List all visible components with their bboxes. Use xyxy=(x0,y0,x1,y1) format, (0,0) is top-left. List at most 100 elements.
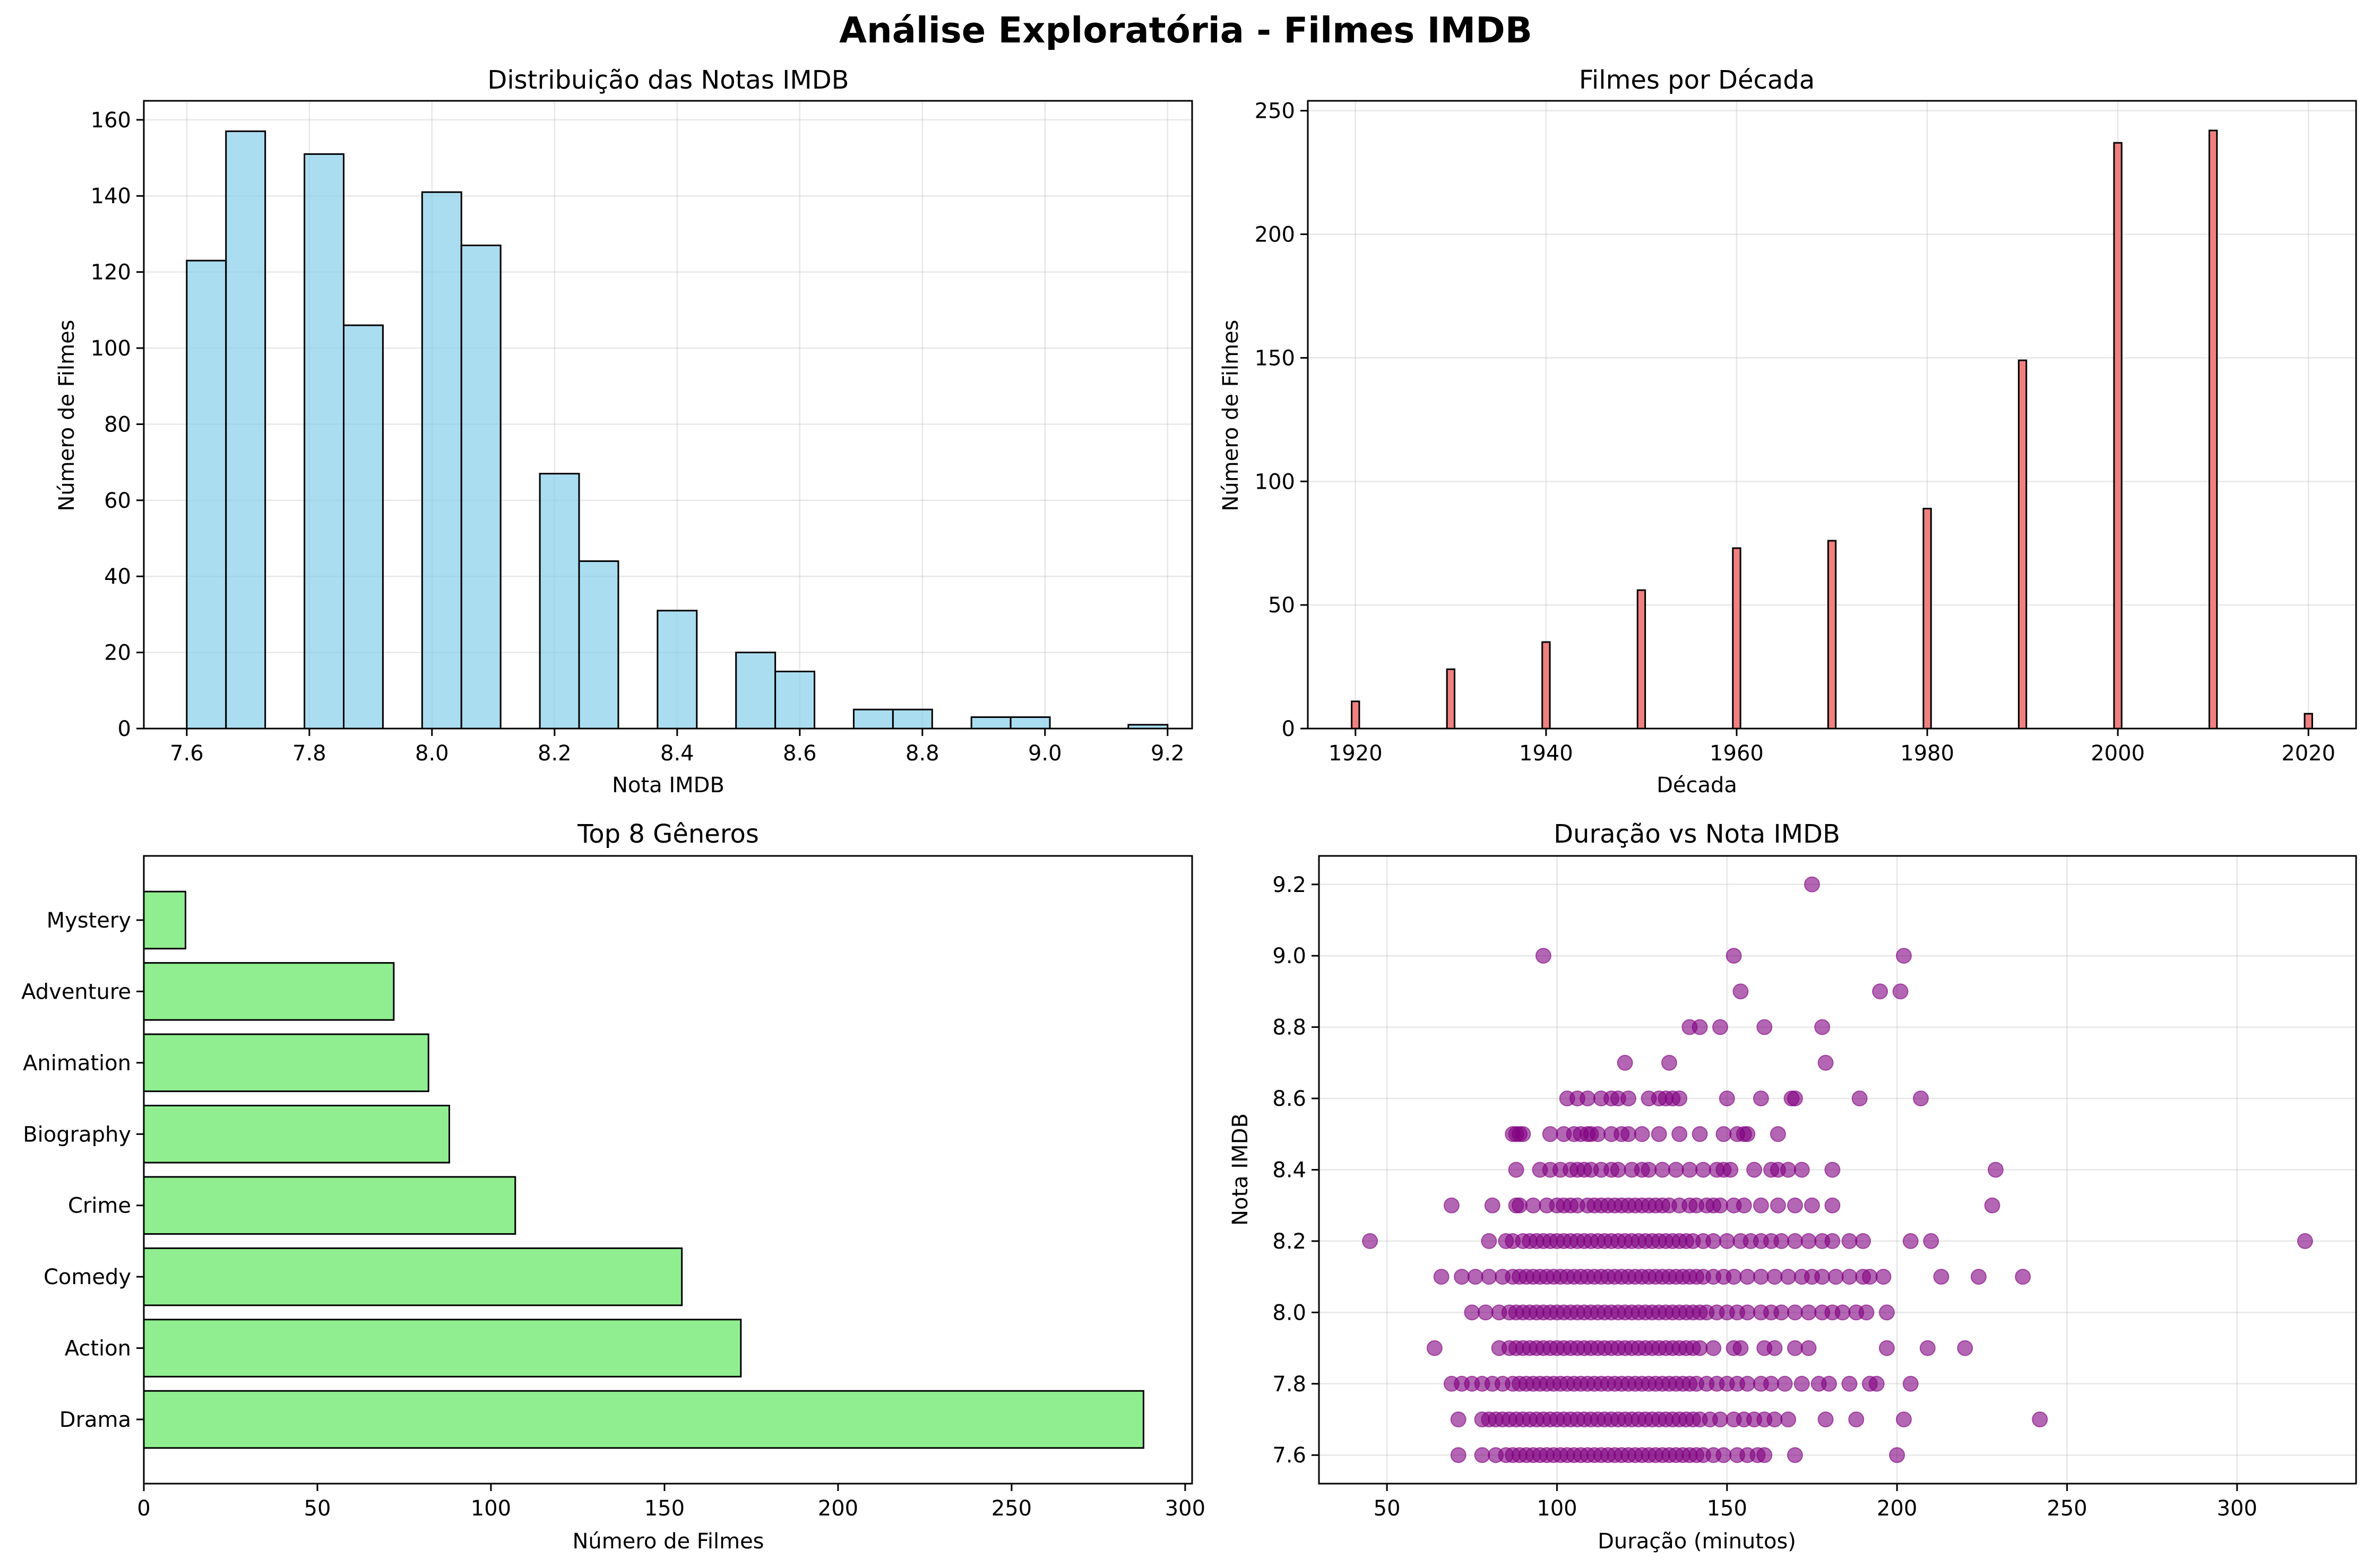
scatter-y-tick-label: 8.4 xyxy=(1272,1158,1306,1183)
scatter-x-tick-label: 300 xyxy=(2217,1496,2257,1521)
genre-x-tick-label: 0 xyxy=(137,1496,150,1521)
decade-bar xyxy=(2017,359,2028,730)
scatter-point xyxy=(1814,1269,1831,1285)
hist-x-tick-label: 8.8 xyxy=(905,741,939,766)
scatter-point xyxy=(1787,1447,1803,1463)
scatter-point xyxy=(1739,1375,1756,1392)
histogram-bar xyxy=(852,708,894,730)
scatter-point xyxy=(1756,1019,1773,1035)
hist-x-tick-label: 8.6 xyxy=(783,741,817,766)
scatter-point xyxy=(1895,1411,1912,1428)
scatter-point xyxy=(1902,1375,1919,1392)
genre-y-tick-label: Animation xyxy=(23,1051,131,1076)
histogram-bar xyxy=(539,473,580,730)
hist-axes-frame xyxy=(143,100,1193,730)
histogram-bar xyxy=(970,716,1012,730)
histogram-bar xyxy=(735,652,777,730)
histogram-bar xyxy=(774,670,816,730)
scatter-y-tick-label: 7.8 xyxy=(1272,1372,1306,1397)
hist-y-tick-label: 80 xyxy=(104,412,131,437)
scatter-x-tick-label: 100 xyxy=(1537,1496,1577,1521)
scatter-point xyxy=(1787,1304,1803,1321)
decades-bar-chart: Filmes por Década Década Número de Filme… xyxy=(1219,65,2357,798)
scatter-point xyxy=(1753,1269,1769,1285)
scatter-point xyxy=(1987,1162,2004,1178)
genres-title: Top 8 Gêneros xyxy=(577,819,759,849)
genre-bar xyxy=(143,1176,516,1235)
scatter-point xyxy=(1970,1269,1987,1285)
scatter-x-tick-label: 150 xyxy=(1707,1496,1747,1521)
genre-y-tick-label: Crime xyxy=(68,1194,131,1218)
scatter-point xyxy=(1732,983,1749,1000)
scatter-point xyxy=(1617,1054,1633,1071)
histogram-bar xyxy=(421,191,462,730)
scatter-y-tick-label: 9.0 xyxy=(1272,944,1306,968)
genre-y-tick-label: Adventure xyxy=(21,980,131,1004)
scatter-point xyxy=(2015,1269,2031,1285)
decade-y-tick-label: 200 xyxy=(1255,223,1295,247)
hist-y-tick-label: 160 xyxy=(91,108,131,133)
scatter-point xyxy=(1766,1411,1783,1428)
genre-bar xyxy=(143,1319,742,1378)
genre-x-tick-label: 150 xyxy=(644,1496,685,1521)
decade-x-tick-label: 1940 xyxy=(1519,741,1573,766)
hist-x-tick-label: 7.8 xyxy=(292,741,326,766)
scatter-point xyxy=(1834,1304,1851,1321)
scatter-point xyxy=(1817,1411,1834,1428)
scatter-point xyxy=(1620,1090,1636,1107)
scatter-point xyxy=(1661,1054,1677,1071)
genre-y-tick-label: Drama xyxy=(59,1408,131,1432)
scatter-point xyxy=(1804,1197,1820,1214)
scatter-point xyxy=(1892,983,1909,1000)
scatter-point xyxy=(1858,1304,1875,1321)
ratings-histogram-chart: Distribuição das Notas IMDB Nota IMDB Nú… xyxy=(55,65,1193,798)
scatter-point xyxy=(1525,1197,1541,1214)
scatter-point xyxy=(1454,1269,1470,1285)
scatter-point xyxy=(1580,1090,1596,1107)
scatter-point xyxy=(1868,1375,1885,1392)
scatter-point xyxy=(1477,1304,1494,1321)
scatter-xlabel: Duração (minutos) xyxy=(1598,1529,1796,1554)
scatter-point xyxy=(1362,1233,1378,1249)
decade-x-tick-label: 1920 xyxy=(1329,741,1383,766)
scatter-point xyxy=(1756,1447,1773,1463)
scatter-point xyxy=(1542,1126,1558,1142)
scatter-point xyxy=(1610,1162,1626,1178)
scatter-point xyxy=(1878,1340,1895,1356)
scatter-y-tick-label: 8.8 xyxy=(1272,1016,1306,1040)
histogram-bar xyxy=(892,708,933,730)
hist-y-tick-label: 100 xyxy=(91,336,131,361)
genres-barh-chart: Top 8 Gêneros Número de Filmes Drama Acti… xyxy=(21,819,1205,1554)
duration-scatter-chart: Duração vs Nota IMDB Duração (minutos) N… xyxy=(1228,819,2357,1554)
ratings-histogram-ylabel: Número de Filmes xyxy=(55,319,79,511)
scatter-point xyxy=(1508,1162,1524,1178)
genre-bar xyxy=(143,1390,1144,1449)
scatter-point xyxy=(1695,1162,1711,1178)
scatter-x-tick-label: 200 xyxy=(1877,1496,1917,1521)
scatter-point xyxy=(1715,1447,1732,1463)
scatter-point xyxy=(1787,1340,1803,1356)
genre-bar xyxy=(143,962,395,1021)
scatter-point xyxy=(1878,1304,1895,1321)
hist-y-tick-label: 20 xyxy=(104,641,131,665)
scatter-point xyxy=(1780,1162,1797,1178)
histogram-bar xyxy=(343,324,384,730)
scatter-point xyxy=(1787,1090,1803,1107)
scatter-point xyxy=(1776,1375,1793,1392)
hist-x-tick-label: 8.0 xyxy=(415,741,449,766)
scatter-point xyxy=(1923,1233,1939,1249)
scatter-point xyxy=(1800,1304,1817,1321)
hist-x-tick-label: 8.2 xyxy=(538,741,572,766)
decades-ylabel: Número de Filmes xyxy=(1219,319,1243,511)
decade-bar xyxy=(2304,713,2313,730)
scatter-point xyxy=(1481,1233,1497,1249)
ratings-histogram-title: Distribuição das Notas IMDB xyxy=(487,65,849,95)
decade-x-tick-label: 1960 xyxy=(1710,741,1764,766)
scatter-point xyxy=(1692,1019,1708,1035)
scatter-point xyxy=(1433,1269,1450,1285)
scatter-point xyxy=(1590,1126,1606,1142)
scatter-point xyxy=(1535,948,1551,964)
scatter-point xyxy=(1872,983,1888,1000)
histogram-bar xyxy=(657,610,698,730)
